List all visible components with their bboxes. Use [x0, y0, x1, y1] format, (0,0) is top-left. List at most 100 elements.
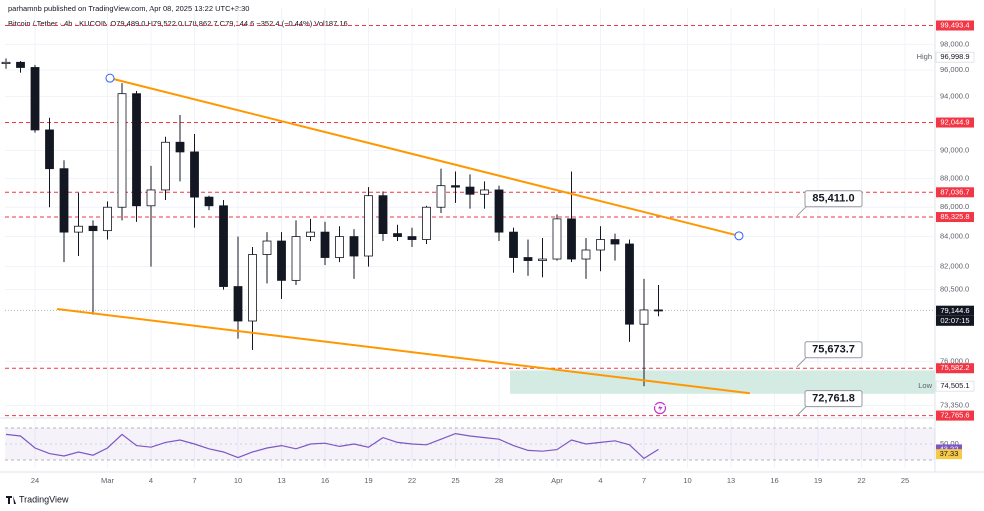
- x-tick-label: 10: [683, 476, 691, 485]
- x-tick-label: 16: [321, 476, 329, 485]
- price-tag: Low: [918, 381, 932, 390]
- candle-body: [16, 61, 25, 68]
- rsi-line: [5, 432, 659, 460]
- candle-body: [190, 151, 199, 198]
- candle-body: [30, 67, 40, 131]
- candle-body: [436, 185, 446, 208]
- candle-body: [596, 239, 605, 251]
- y-tick-label: 76,000.0: [940, 356, 969, 365]
- candle-body: [88, 225, 98, 232]
- candle-body: [451, 185, 460, 188]
- y-tick-label: 82,000.0: [940, 262, 969, 271]
- candle-body: [364, 195, 373, 257]
- candle-body: [161, 141, 170, 191]
- candle-body: [335, 236, 344, 258]
- rsi-label: 37.33: [940, 449, 959, 458]
- price-label-box: [936, 187, 974, 198]
- candle-body: [422, 206, 431, 240]
- trendline-handle: [734, 231, 744, 241]
- candle-body: [567, 218, 576, 260]
- candle-body: [103, 206, 112, 232]
- x-tick-label: 4: [149, 476, 153, 485]
- x-tick-label: 24: [31, 476, 39, 485]
- annotation-leader: [796, 357, 807, 368]
- candle-body: [465, 186, 475, 195]
- candle-body: [639, 309, 649, 325]
- publisher: parhamnb published on TradingView.com, A…: [8, 4, 249, 13]
- price-label-box: [936, 363, 974, 374]
- price-label: 79,144.6: [940, 306, 969, 315]
- price-label-box: [936, 305, 974, 316]
- rsi-label: 43.22: [940, 444, 959, 453]
- candle-body: [552, 218, 562, 260]
- rsi-tick-label: 50.00: [940, 439, 959, 448]
- x-tick-label: Apr: [551, 476, 563, 485]
- x-tick-label: 7: [642, 476, 646, 485]
- y-tick-label: 84,000.0: [940, 232, 969, 241]
- price-label: 87,036.7: [940, 187, 969, 196]
- y-tick-label: 80,500.0: [940, 285, 969, 294]
- annotation-leader: [796, 406, 807, 417]
- price-label: 74,505.1: [940, 381, 969, 390]
- price-label-box: [936, 212, 974, 223]
- x-tick-label: 19: [364, 476, 372, 485]
- candle-body: [480, 189, 489, 195]
- candle-body: [349, 236, 359, 257]
- price-label: 75,582.2: [940, 363, 969, 372]
- trendline: [109, 77, 740, 237]
- rsi-label-box: [936, 449, 962, 460]
- countdown: 02:07:15: [940, 316, 969, 325]
- candle-body: [74, 225, 83, 233]
- legend: Bitcoin / Tether · 4h · KUCOIN O79,489.0…: [8, 19, 348, 28]
- y-tick-label: 94,000.0: [940, 91, 969, 100]
- price-label: 99,493.4: [940, 20, 969, 29]
- trendline: [56, 308, 750, 395]
- candle-body: [378, 195, 388, 235]
- annotation-box: [804, 341, 863, 359]
- candle-body: [248, 254, 257, 322]
- x-tick-label: 22: [857, 476, 865, 485]
- annotation-box: [804, 390, 863, 408]
- candle-body: [320, 231, 330, 258]
- annotation-label: 75,673.7: [812, 344, 855, 356]
- candle-body: [117, 93, 127, 208]
- candle-body: [175, 141, 185, 153]
- x-tick-label: 10: [234, 476, 242, 485]
- price-tag: High: [917, 52, 932, 61]
- y-tick-label: 88,000.0: [940, 174, 969, 183]
- annotation-label: 72,761.8: [812, 393, 855, 405]
- x-tick-label: 19: [814, 476, 822, 485]
- price-label-box: [935, 380, 975, 392]
- candle-body: [291, 236, 301, 281]
- y-tick-label: 86,000.0: [940, 202, 969, 211]
- y-tick-label: 96,000.0: [940, 65, 969, 74]
- x-tick-label: 22: [408, 476, 416, 485]
- y-tick-label: 98,000.0: [940, 39, 969, 48]
- candle-body: [277, 240, 286, 281]
- x-tick-label: Mar: [101, 476, 114, 485]
- x-tick-label: 25: [451, 476, 459, 485]
- x-tick-label: 16: [770, 476, 778, 485]
- x-tick-label: 13: [277, 476, 285, 485]
- x-tick-label: 25: [901, 476, 909, 485]
- candle-body: [45, 129, 54, 170]
- logo: [6, 496, 16, 504]
- candle-body: [654, 309, 663, 312]
- x-tick-label: 7: [192, 476, 196, 485]
- candle-body: [132, 93, 141, 207]
- y-tick-label: 90,000.0: [940, 146, 969, 155]
- candle-body: [393, 233, 402, 237]
- annotation-box: [804, 190, 863, 208]
- candle-body: [1, 61, 11, 64]
- candle-body: [538, 258, 547, 261]
- price-label: 72,765.6: [940, 411, 969, 420]
- candle-body: [233, 286, 243, 322]
- candle-body: [407, 236, 417, 240]
- candle-body: [146, 189, 156, 207]
- annotation-leader: [796, 206, 807, 217]
- candle-body: [610, 239, 620, 245]
- countdown-box: [936, 315, 974, 326]
- candle-body: [625, 243, 634, 325]
